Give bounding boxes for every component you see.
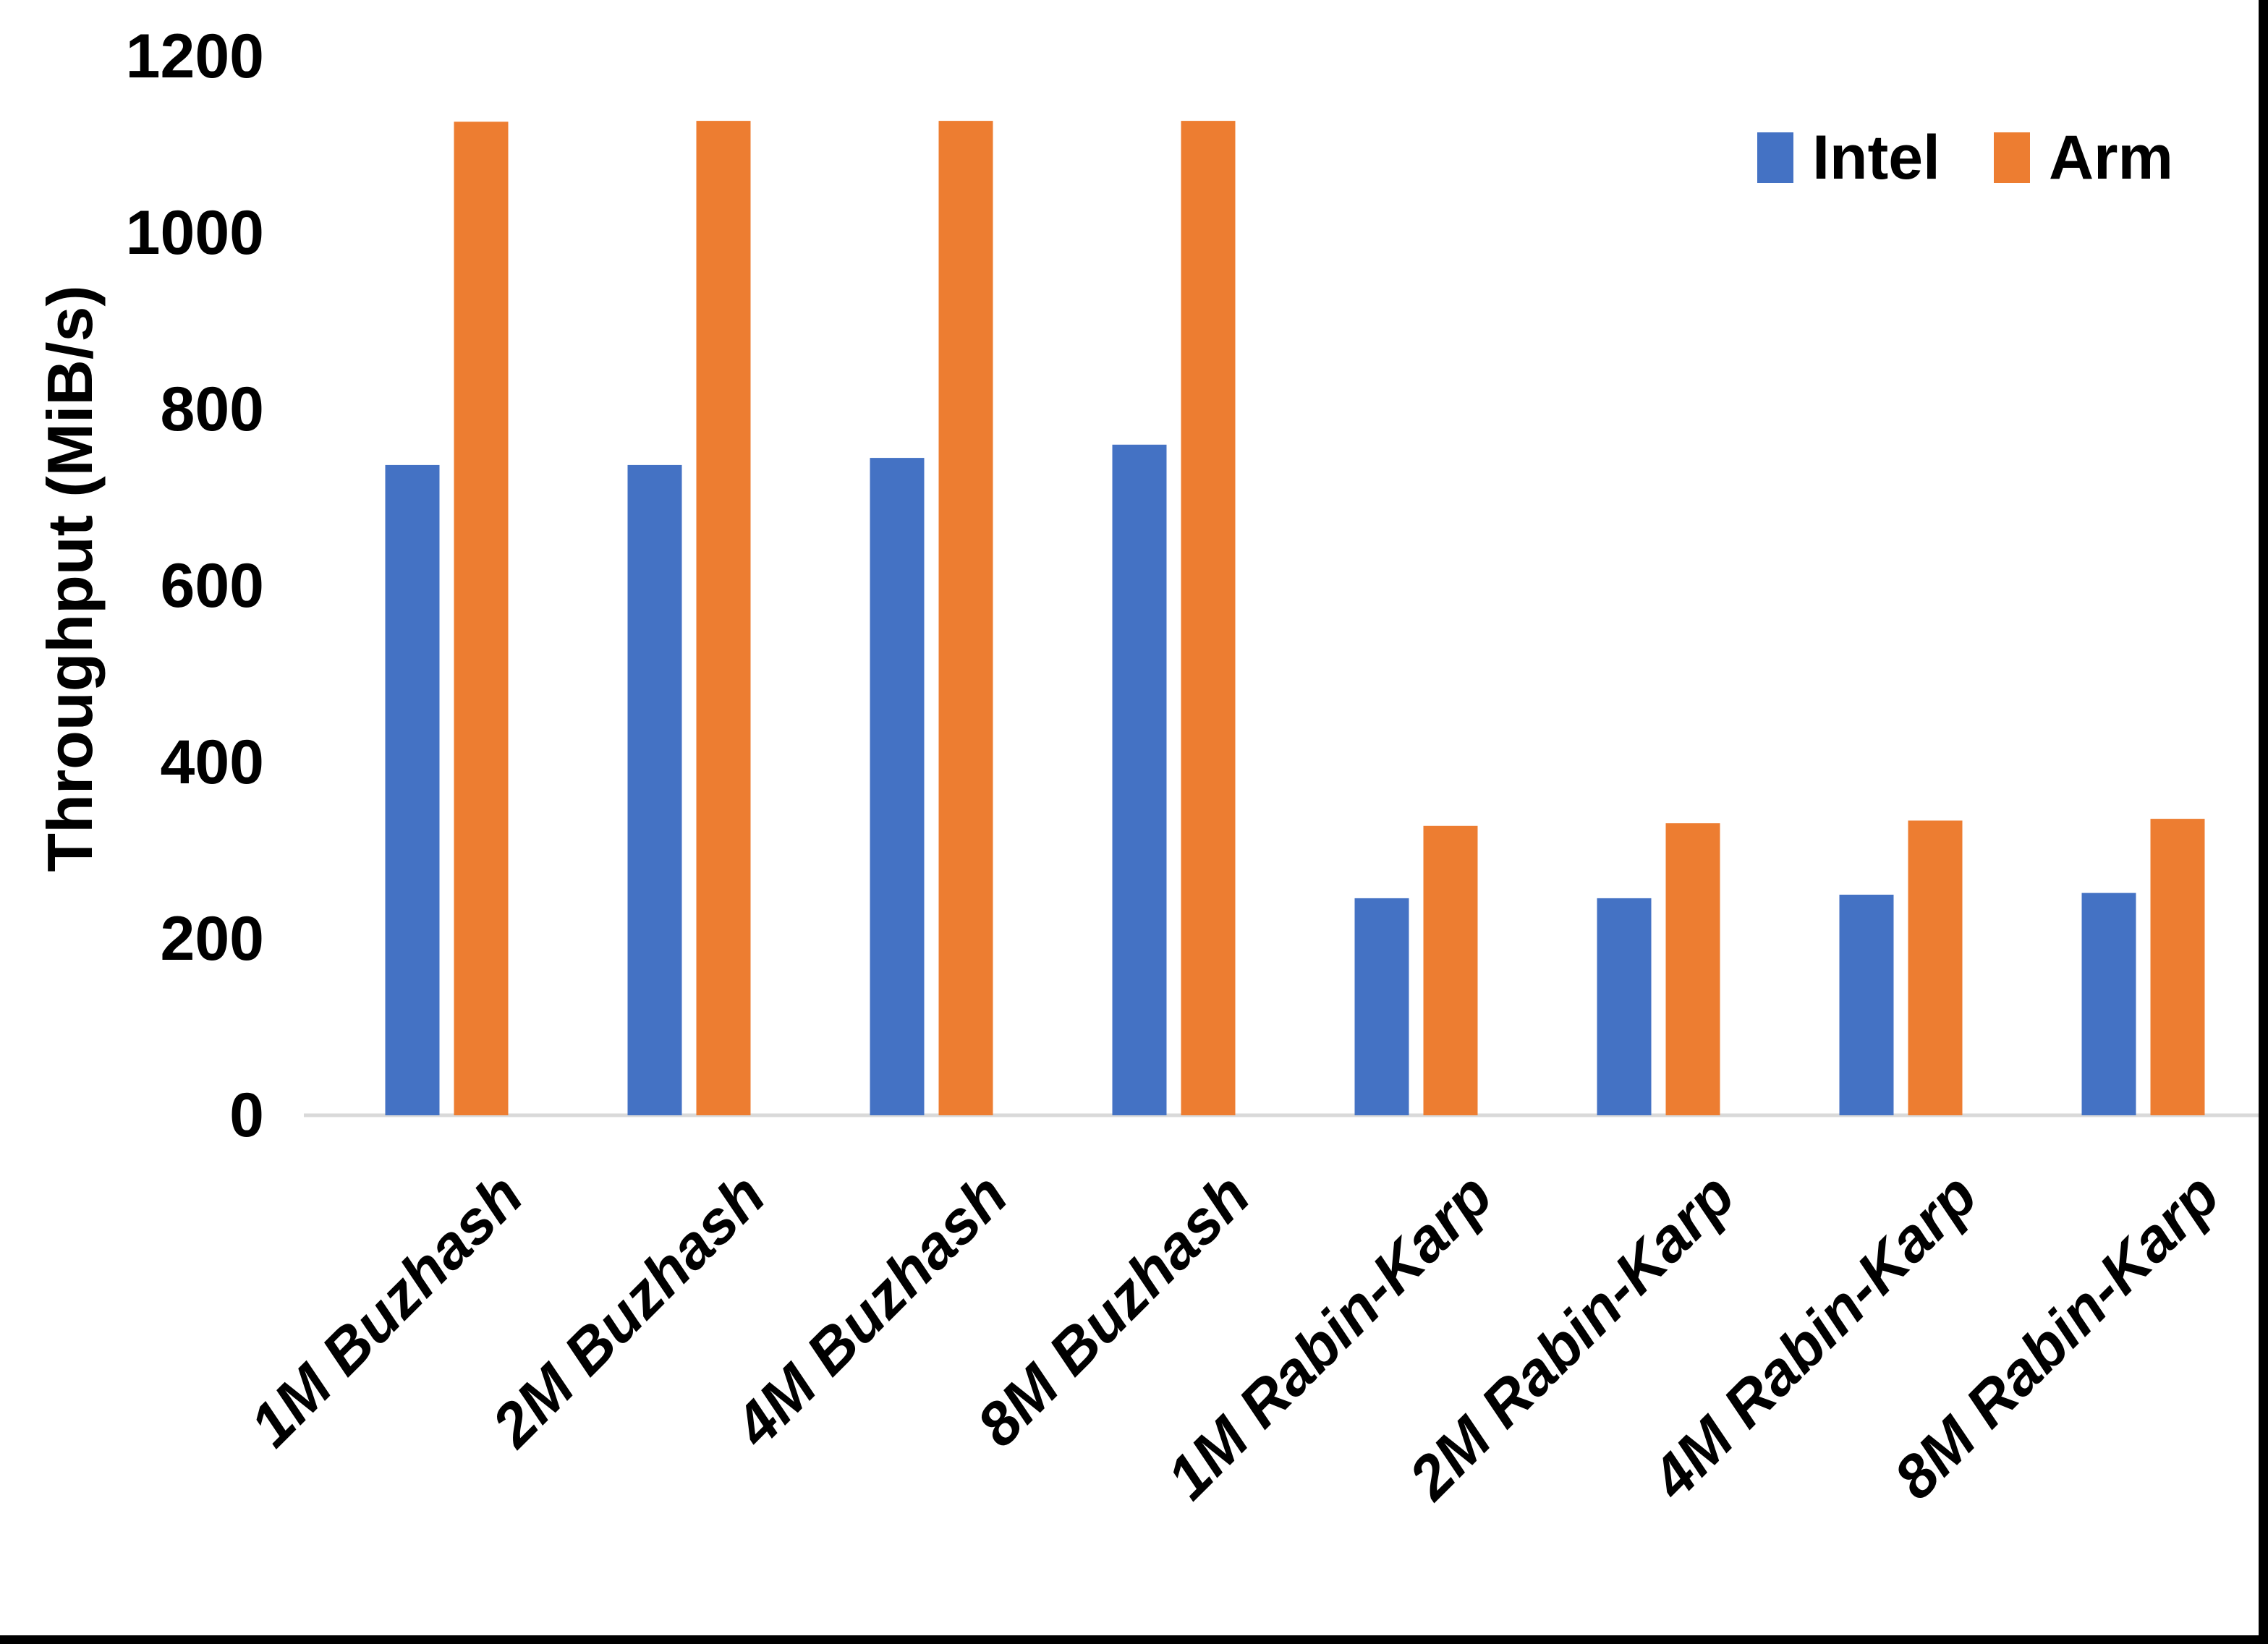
bar-arm-1m-buzhash <box>454 122 509 1115</box>
y-tick-label-400: 400 <box>160 728 265 797</box>
bars-group <box>385 121 2205 1116</box>
bar-intel-4m-rabin-karp <box>1839 895 1894 1115</box>
legend-marker-icon-intel <box>1757 132 1794 183</box>
bar-intel-1m-buzhash <box>385 464 440 1115</box>
legend-label-intel: Intel <box>1812 123 1940 192</box>
legend: Intel Arm <box>1757 122 2173 194</box>
bar-arm-2m-buzhash <box>696 121 751 1116</box>
legend-item-arm: Arm <box>1993 122 2173 194</box>
legend-item-intel: Intel <box>1757 122 1940 194</box>
legend-label-arm: Arm <box>2048 123 2173 192</box>
bar-arm-8m-rabin-karp <box>2150 819 2205 1115</box>
bar-intel-4m-buzhash <box>870 458 925 1115</box>
bar-intel-8m-buzhash <box>1112 444 1167 1115</box>
legend-marker-icon-arm <box>1993 132 2030 183</box>
bar-arm-4m-rabin-karp <box>1908 820 1963 1115</box>
bar-intel-2m-buzhash <box>627 464 682 1115</box>
bar-arm-8m-buzhash <box>1181 121 1236 1116</box>
y-tick-label-1200: 1200 <box>125 22 264 91</box>
bar-intel-8m-rabin-karp <box>2081 893 2136 1115</box>
y-tick-label-1000: 1000 <box>125 198 264 268</box>
bar-arm-4m-buzhash <box>938 121 993 1116</box>
y-tick-label-600: 600 <box>160 551 265 621</box>
bar-intel-2m-rabin-karp <box>1597 898 1652 1115</box>
y-tick-label-800: 800 <box>160 375 265 444</box>
y-tick-label-0: 0 <box>229 1081 264 1150</box>
bar-arm-2m-rabin-karp <box>1665 823 1720 1115</box>
y-tick-label-200: 200 <box>160 904 265 974</box>
bar-arm-1m-rabin-karp <box>1423 825 1478 1115</box>
bar-intel-1m-rabin-karp <box>1354 898 1409 1115</box>
